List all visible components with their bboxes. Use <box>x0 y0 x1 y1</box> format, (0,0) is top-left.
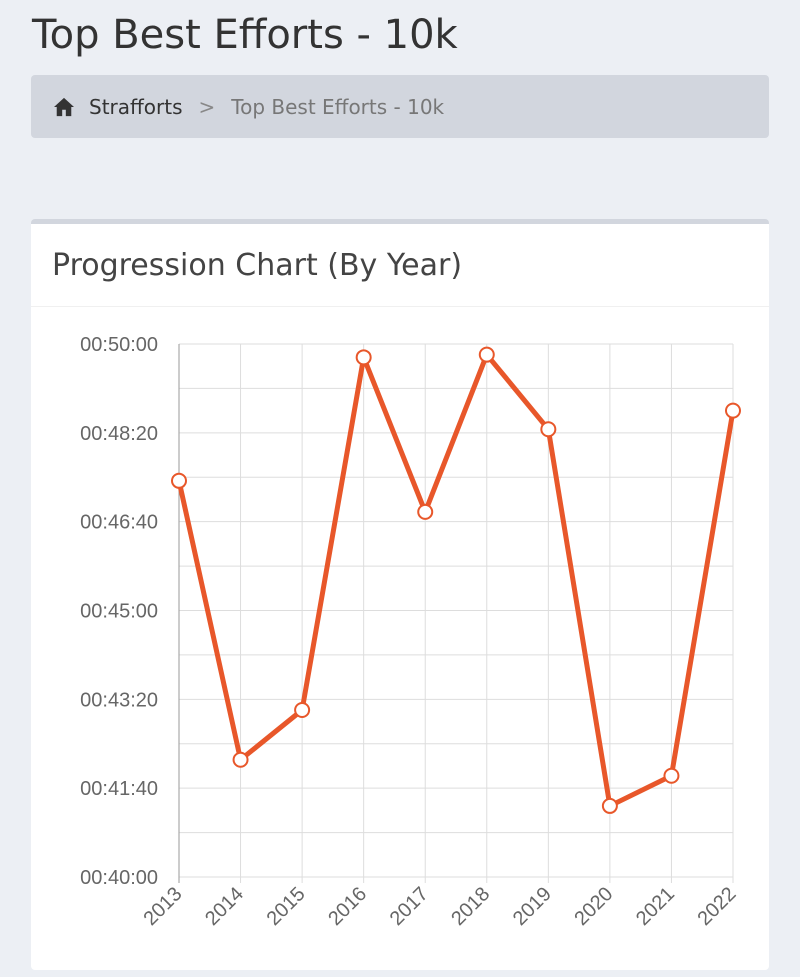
x-tick-label: 2014 <box>201 883 248 930</box>
y-tick-label: 00:48:20 <box>80 423 158 445</box>
x-tick-label: 2013 <box>140 883 187 930</box>
x-tick-label: 2020 <box>570 883 617 930</box>
y-tick-label: 00:46:40 <box>80 512 158 534</box>
x-tick-label: 2016 <box>324 883 371 930</box>
series-line <box>176 352 736 809</box>
breadcrumb-current: Top Best Efforts - 10k <box>231 94 445 119</box>
data-point <box>294 701 311 718</box>
data-point <box>232 751 249 768</box>
breadcrumb: Strafforts > Top Best Efforts - 10k <box>31 75 769 138</box>
panel-title: Progression Chart (By Year) <box>31 224 769 307</box>
data-point <box>171 472 187 489</box>
page-title: Top Best Efforts - 10k <box>32 12 458 58</box>
x-tick-label: 2017 <box>386 883 433 930</box>
data-point <box>725 402 741 419</box>
data-point <box>663 767 680 784</box>
y-tick-label: 00:45:00 <box>80 601 158 623</box>
x-tick-label: 2022 <box>694 883 741 930</box>
breadcrumb-separator: > <box>198 94 216 119</box>
y-tick-label: 00:40:00 <box>80 867 158 889</box>
x-tick-label: 2021 <box>632 883 679 930</box>
x-tick-label: 2018 <box>447 883 494 930</box>
data-point <box>417 503 434 520</box>
x-tick-label: 2019 <box>509 883 556 930</box>
breadcrumb-strafforts[interactable]: Strafforts <box>89 94 183 119</box>
y-tick-label: 00:50:00 <box>80 334 158 356</box>
data-point <box>601 797 618 814</box>
data-point <box>540 421 557 438</box>
y-tick-label: 00:43:20 <box>80 689 158 711</box>
data-point <box>478 346 495 363</box>
x-tick-label: 2015 <box>263 883 310 930</box>
home-icon[interactable] <box>53 97 75 117</box>
data-point <box>355 349 372 366</box>
y-tick-label: 00:41:40 <box>80 778 158 800</box>
